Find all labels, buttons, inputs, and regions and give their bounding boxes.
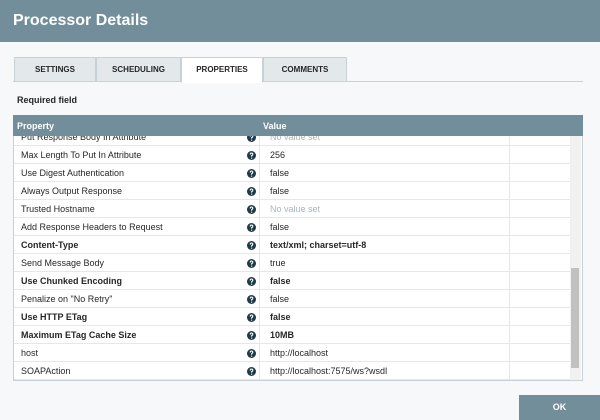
column-separator — [259, 136, 260, 146]
help-icon[interactable] — [247, 277, 256, 286]
column-separator — [259, 146, 260, 164]
property-value[interactable]: false — [270, 276, 291, 286]
help-icon[interactable] — [247, 331, 256, 340]
column-separator — [259, 164, 260, 182]
property-name: Put Response Body In Attribute — [21, 136, 147, 142]
column-separator — [259, 236, 260, 254]
help-icon[interactable] — [247, 241, 256, 250]
property-value[interactable]: No value set — [270, 204, 321, 214]
property-name: Use Chunked Encoding — [21, 276, 123, 286]
property-name: Use Digest Authentication — [21, 168, 125, 178]
column-separator — [509, 254, 510, 272]
property-value[interactable]: http://localhost:7575/ws?wsdl — [270, 366, 388, 376]
property-name: Add Response Headers to Request — [21, 222, 163, 232]
required-note: Required field — [17, 95, 78, 105]
property-name: Trusted Hostname — [21, 204, 95, 214]
help-icon[interactable] — [247, 313, 256, 322]
column-separator — [509, 182, 510, 200]
column-separator — [509, 146, 510, 164]
column-separator — [259, 218, 260, 236]
column-header: Value — [263, 121, 287, 131]
property-value[interactable]: false — [270, 168, 290, 178]
column-separator — [509, 218, 510, 236]
property-row[interactable]: Use HTTP ETag false — [14, 308, 571, 326]
property-value[interactable]: No value set — [270, 136, 321, 142]
column-separator — [509, 308, 510, 326]
property-name: Content-Type — [21, 240, 79, 250]
property-value[interactable]: false — [270, 294, 290, 304]
property-value[interactable]: false — [270, 312, 291, 322]
column-separator — [259, 290, 260, 308]
scroll-thumb[interactable] — [571, 268, 579, 368]
property-name: Always Output Response — [21, 186, 123, 196]
property-row[interactable]: Trusted Hostname No value set — [14, 200, 571, 218]
property-name: Use HTTP ETag — [21, 312, 88, 322]
scrollbar[interactable] — [570, 136, 581, 380]
property-row[interactable]: Penalize on "No Retry" false — [14, 290, 571, 308]
column-separator — [259, 344, 260, 362]
tab[interactable]: SETTINGS — [14, 57, 96, 82]
column-separator — [509, 200, 510, 218]
tab[interactable]: SCHEDULING — [96, 57, 181, 82]
table-header: Property Value — [13, 115, 583, 136]
column-separator — [509, 136, 510, 146]
property-value[interactable]: false — [270, 186, 290, 196]
help-icon[interactable] — [247, 151, 256, 160]
help-icon[interactable] — [247, 136, 256, 142]
property-value[interactable]: 256 — [270, 150, 286, 160]
property-row[interactable]: Send Message Body true — [14, 254, 571, 272]
column-separator — [509, 290, 510, 308]
tab[interactable]: COMMENTS — [263, 57, 347, 82]
property-row[interactable]: Always Output Response false — [14, 182, 571, 200]
dialog-title: Processor Details — [0, 0, 600, 42]
column-separator — [509, 326, 510, 344]
column-separator — [259, 326, 260, 344]
column-separator — [509, 344, 510, 362]
property-value[interactable]: true — [270, 258, 286, 268]
help-icon[interactable] — [247, 259, 256, 268]
property-value[interactable]: false — [270, 222, 290, 232]
property-row[interactable]: Use Chunked Encoding false — [14, 272, 571, 290]
property-name: Maximum ETag Cache Size — [21, 330, 137, 340]
property-value[interactable]: text/xml; charset=utf-8 — [270, 240, 367, 250]
property-name: Penalize on "No Retry" — [21, 294, 113, 304]
help-icon[interactable] — [247, 349, 256, 358]
property-value[interactable]: http://localhost — [270, 348, 329, 358]
property-value[interactable]: 10MB — [270, 330, 295, 340]
property-row[interactable]: SOAPAction http://localhost:7575/ws?wsdl — [14, 362, 571, 380]
help-icon[interactable] — [247, 295, 256, 304]
property-row[interactable]: Put Response Body In Attribute No value s… — [14, 136, 571, 146]
column-separator — [509, 164, 510, 182]
property-name: SOAPAction — [21, 366, 71, 376]
column-separator — [509, 236, 510, 254]
column-separator — [259, 182, 260, 200]
column-separator — [259, 362, 260, 380]
help-icon[interactable] — [247, 187, 256, 196]
property-row[interactable]: Maximum ETag Cache Size 10MB — [14, 326, 571, 344]
help-icon[interactable] — [247, 205, 256, 214]
column-header: Property — [17, 121, 55, 131]
help-icon[interactable] — [247, 367, 256, 376]
column-separator — [259, 308, 260, 326]
help-icon[interactable] — [247, 223, 256, 232]
column-separator — [259, 254, 260, 272]
property-row[interactable]: Content-Type text/xml; charset=utf-8 — [14, 236, 571, 254]
column-separator — [259, 272, 260, 290]
property-row[interactable]: Use Digest Authentication false — [14, 164, 571, 182]
tab[interactable]: PROPERTIES — [181, 57, 263, 83]
help-icon[interactable] — [247, 169, 256, 178]
property-row[interactable]: host http://localhost — [14, 344, 571, 362]
property-row[interactable]: Max Length To Put In Attribute 256 — [14, 146, 571, 164]
column-separator — [509, 272, 510, 290]
property-name: Send Message Body — [21, 258, 105, 268]
property-name: Max Length To Put In Attribute — [21, 150, 142, 160]
column-separator — [509, 362, 510, 380]
ok-button[interactable]: OK — [519, 395, 600, 420]
column-separator — [259, 200, 260, 218]
table-body: Put Response Body In Attribute No value s… — [13, 136, 583, 381]
property-row[interactable]: Add Response Headers to Request false — [14, 218, 571, 236]
property-name: host — [21, 348, 39, 358]
